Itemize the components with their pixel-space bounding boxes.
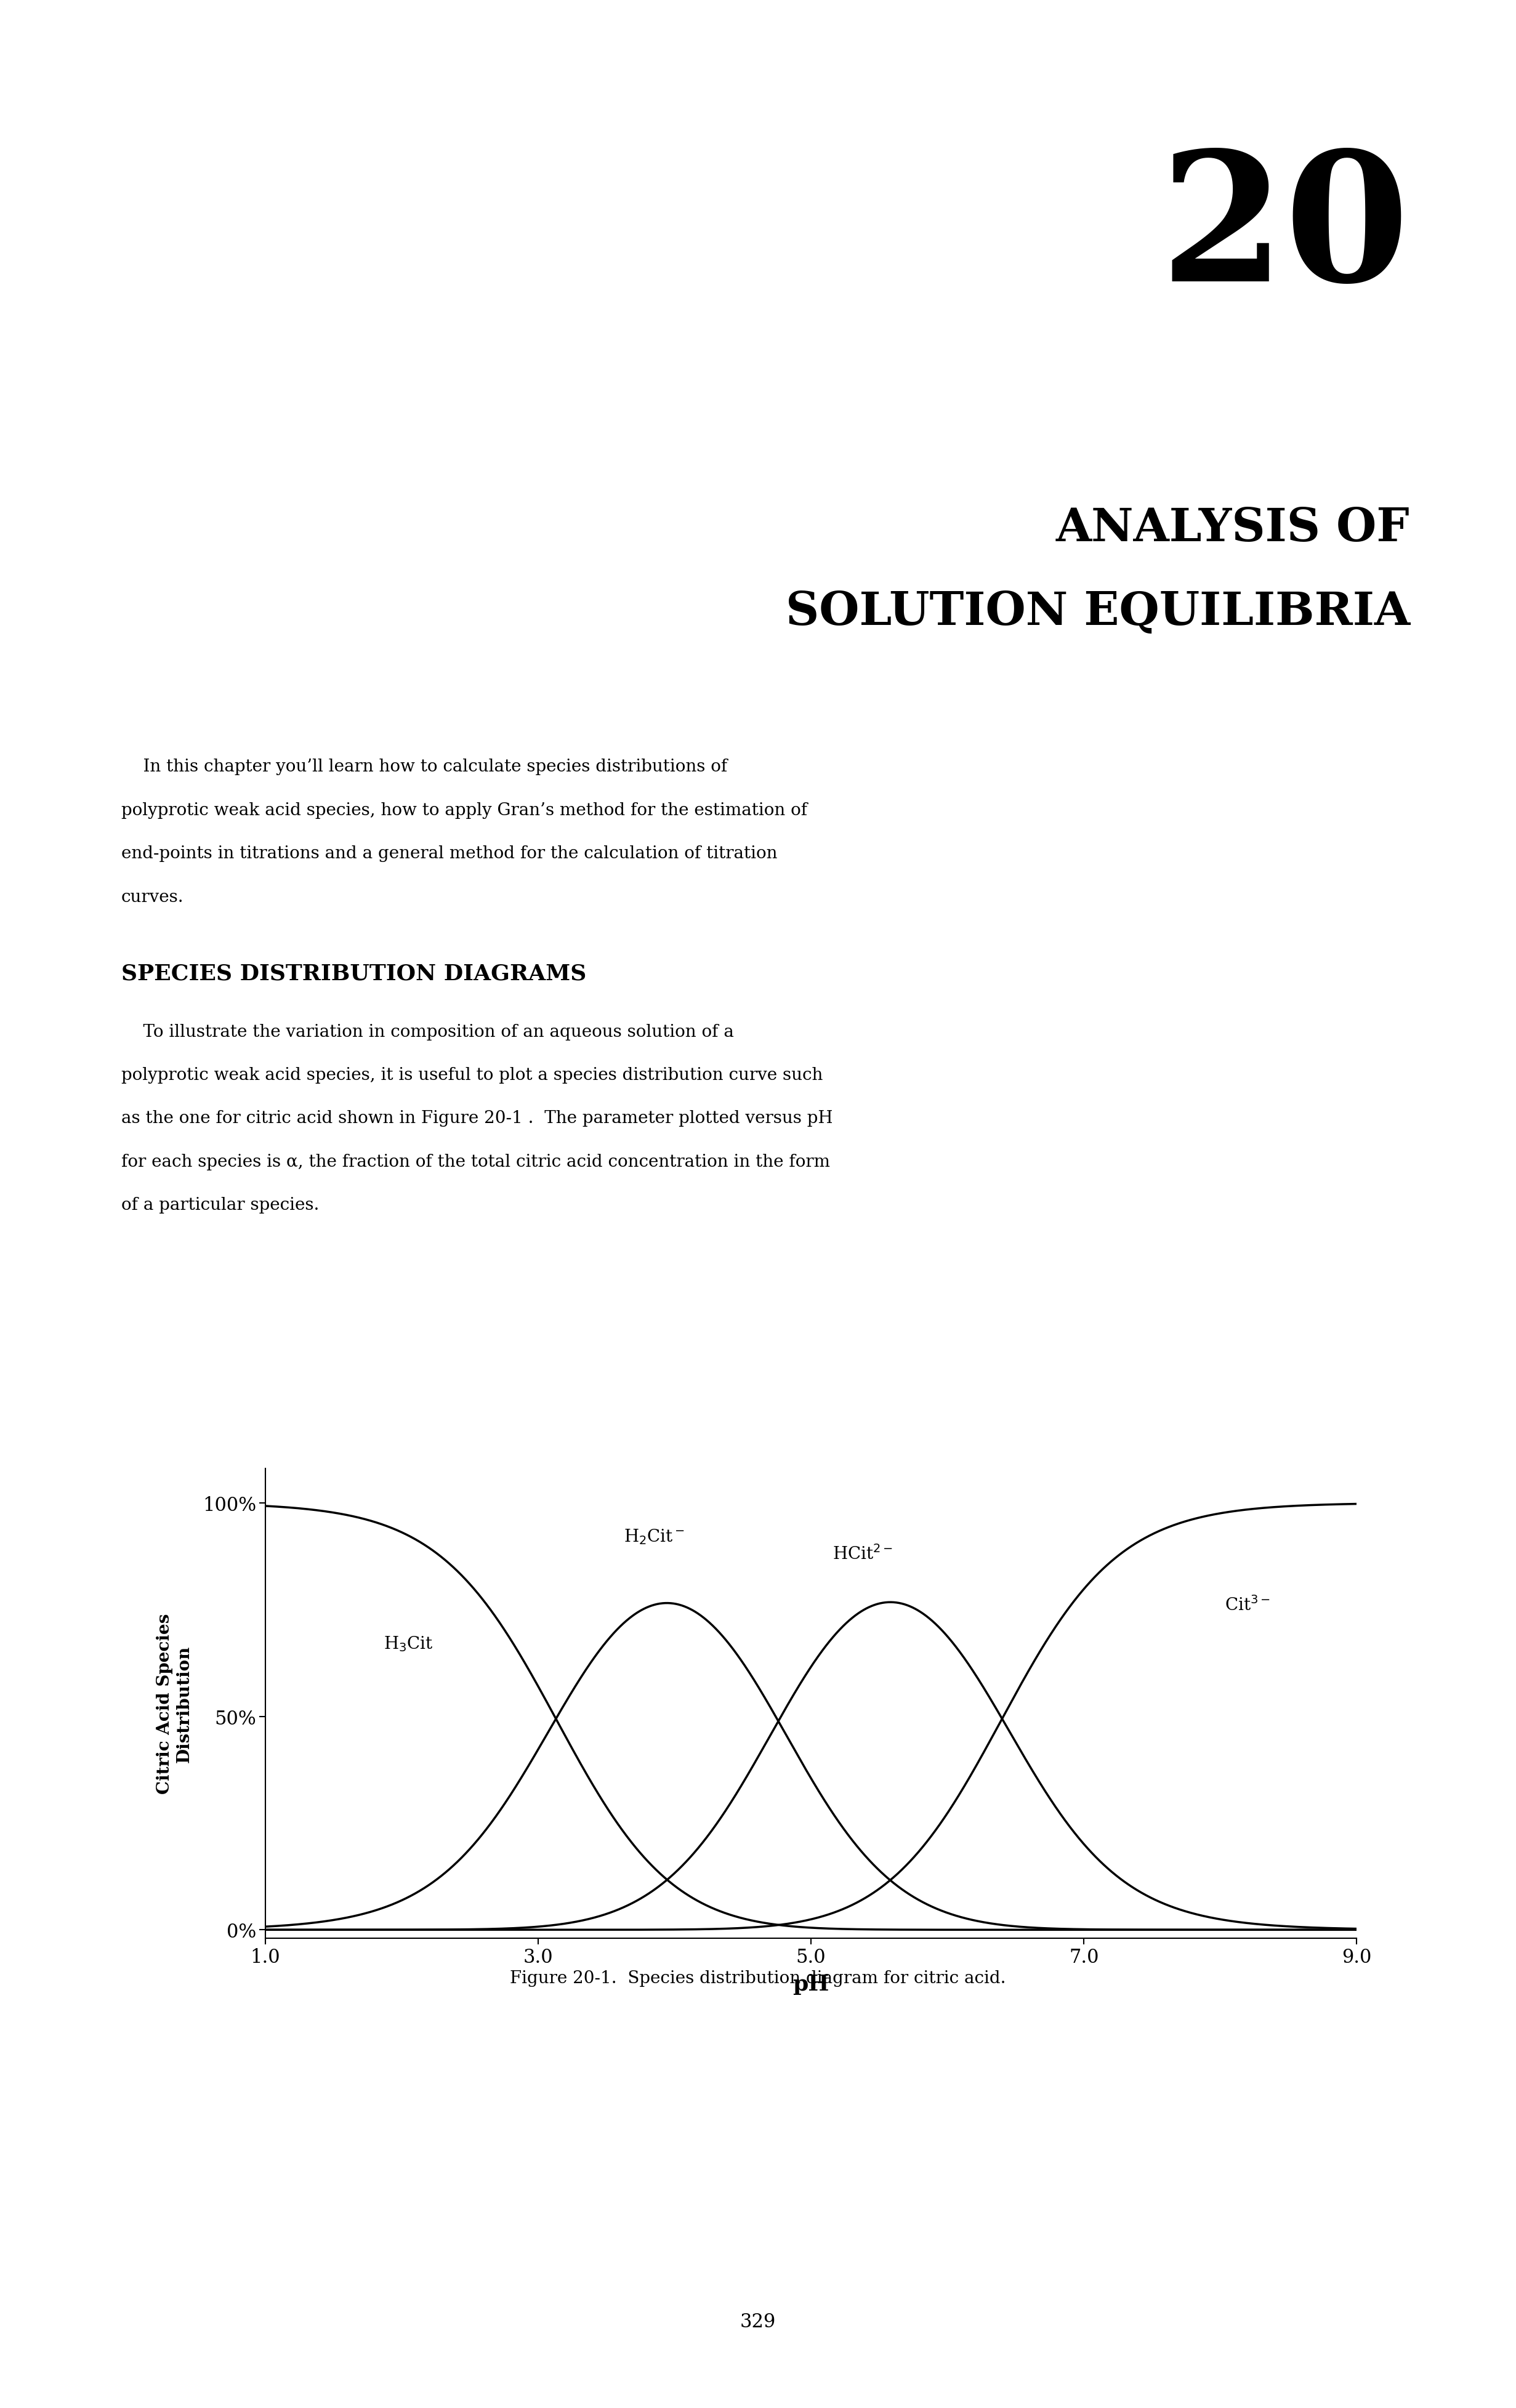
Text: 20: 20 [1160, 144, 1410, 318]
Text: as the one for citric acid shown in Figure 20-1 .  The parameter plotted versus : as the one for citric acid shown in Figu… [121, 1110, 832, 1127]
Text: HCit$^{2-}$: HCit$^{2-}$ [832, 1544, 893, 1563]
Text: To illustrate the variation in composition of an aqueous solution of a: To illustrate the variation in compositi… [121, 1023, 734, 1040]
Text: ANALYSIS OF: ANALYSIS OF [1057, 506, 1410, 551]
Text: for each species is α, the fraction of the total citric acid concentration in th: for each species is α, the fraction of t… [121, 1153, 831, 1170]
Text: SOLUTION EQUILIBRIA: SOLUTION EQUILIBRIA [785, 590, 1410, 636]
X-axis label: pH: pH [793, 1972, 829, 1994]
Text: of a particular species.: of a particular species. [121, 1197, 320, 1214]
Text: 329: 329 [740, 2312, 776, 2331]
Text: In this chapter you’ll learn how to calculate species distributions of: In this chapter you’ll learn how to calc… [121, 759, 728, 775]
Text: polyprotic weak acid species, how to apply Gran’s method for the estimation of: polyprotic weak acid species, how to app… [121, 802, 808, 819]
Text: Figure 20-1.  Species distribution diagram for citric acid.: Figure 20-1. Species distribution diagra… [509, 1970, 1007, 1987]
Text: SPECIES DISTRIBUTION DIAGRAMS: SPECIES DISTRIBUTION DIAGRAMS [121, 963, 587, 985]
Y-axis label: Citric Acid Species
Distribution: Citric Acid Species Distribution [156, 1613, 193, 1794]
Text: H$_3$Cit: H$_3$Cit [384, 1635, 434, 1652]
Text: Cit$^{3-}$: Cit$^{3-}$ [1225, 1597, 1270, 1613]
Text: polyprotic weak acid species, it is useful to plot a species distribution curve : polyprotic weak acid species, it is usef… [121, 1067, 823, 1084]
Text: end-points in titrations and a general method for the calculation of titration: end-points in titrations and a general m… [121, 845, 778, 862]
Text: curves.: curves. [121, 889, 183, 905]
Text: H$_2$Cit$^-$: H$_2$Cit$^-$ [623, 1527, 685, 1546]
